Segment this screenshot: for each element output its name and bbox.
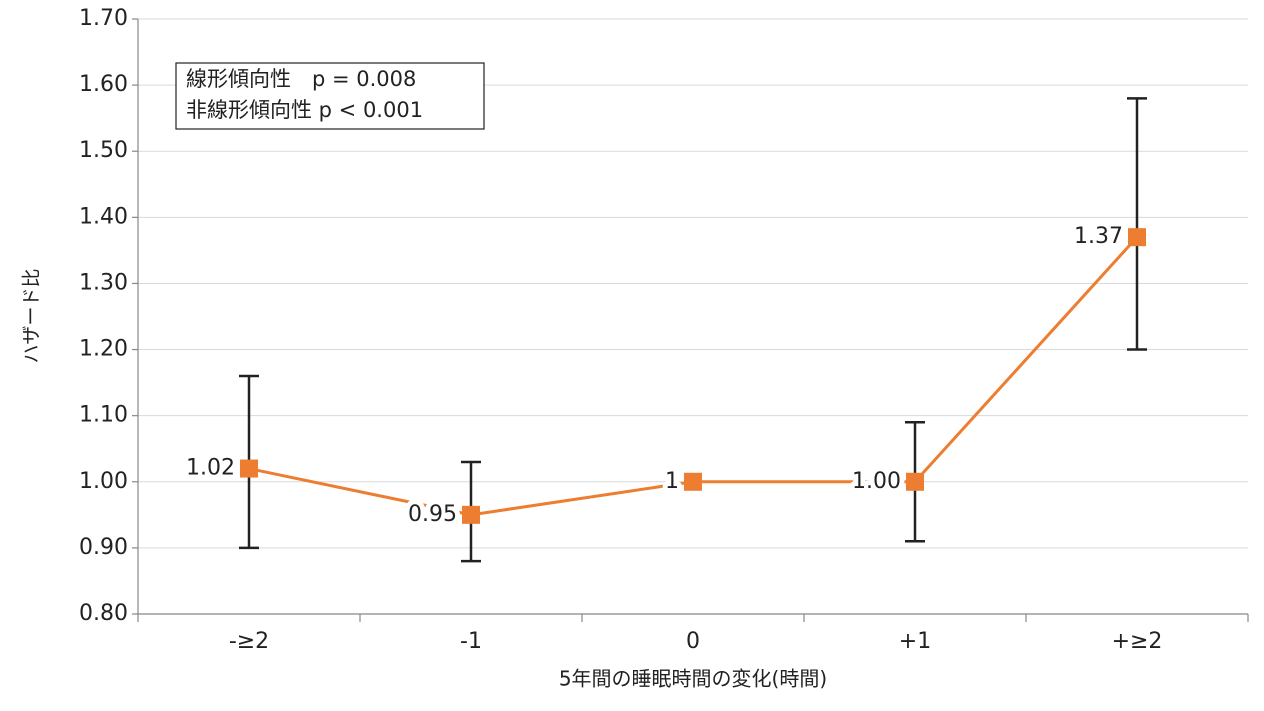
annotation-box xyxy=(175,62,485,130)
x-tick-label: +1 xyxy=(899,629,931,654)
y-tick-label: 1.60 xyxy=(79,72,128,97)
value-label: 1 xyxy=(665,469,679,494)
marker xyxy=(1128,228,1146,247)
x-tick-label: +≥2 xyxy=(1112,629,1163,654)
marker xyxy=(462,505,480,524)
x-tick-label: -≥2 xyxy=(229,629,269,654)
y-tick-label: 0.90 xyxy=(79,535,128,560)
annotation: 非線形傾向性 p < 0.001 xyxy=(186,98,423,122)
y-tick-label: 1.70 xyxy=(79,6,128,31)
value-label: 1.37 xyxy=(1074,224,1123,249)
x-tick-label: -1 xyxy=(460,629,482,654)
y-tick-label: 1.10 xyxy=(79,403,128,428)
value-label: 0.95 xyxy=(408,502,457,527)
value-label: 1.02 xyxy=(186,456,235,481)
value-label: 1.00 xyxy=(852,469,901,494)
annotation: 線形傾向性 p = 0.008 xyxy=(186,67,416,91)
y-tick-label: 1.00 xyxy=(79,469,128,494)
x-tick-label: 0 xyxy=(686,629,700,654)
y-axis-label: ハザード比 xyxy=(21,268,43,363)
y-tick-label: 0.80 xyxy=(79,601,128,626)
marker xyxy=(906,472,924,491)
y-tick-label: 1.20 xyxy=(79,337,128,362)
y-tick-label: 1.50 xyxy=(79,138,128,163)
y-tick-label: 1.30 xyxy=(79,270,128,295)
x-axis-label: 5年間の睡眠時間の変化(時間) xyxy=(559,667,827,691)
marker xyxy=(240,459,258,478)
marker xyxy=(684,472,702,491)
y-tick-label: 1.40 xyxy=(79,204,128,229)
